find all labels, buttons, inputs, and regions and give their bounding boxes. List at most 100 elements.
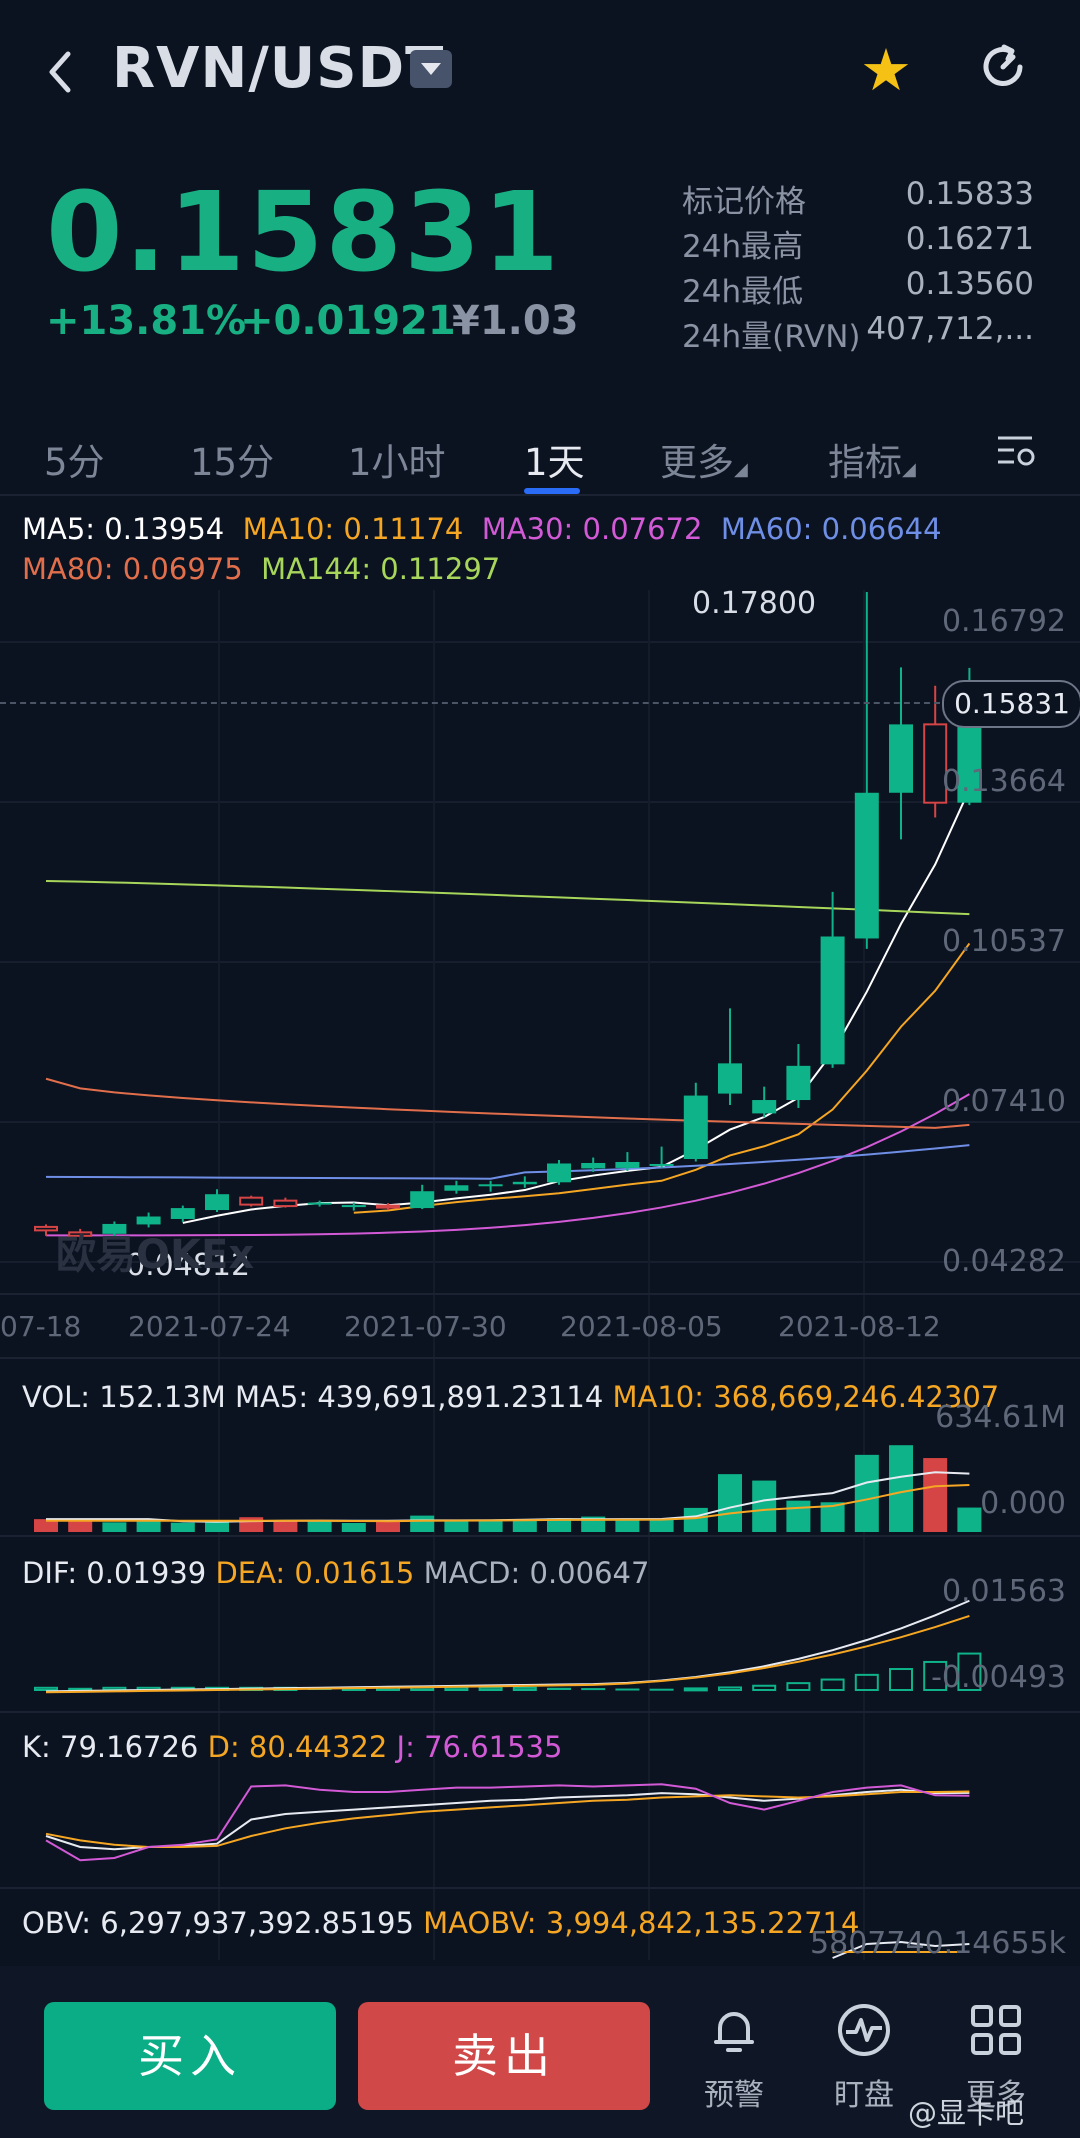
candle-body	[307, 1202, 332, 1205]
date-axis-label: 2021-08-05	[560, 1310, 723, 1343]
candle-body	[889, 724, 913, 793]
volume-axis-bottom: 0.000	[980, 1486, 1066, 1521]
current-price-line	[0, 702, 940, 704]
j-value: J: 76.61535	[396, 1730, 563, 1764]
tab-5m[interactable]: 5分	[44, 441, 105, 484]
caret-down-icon: ◢	[734, 459, 748, 480]
tab-more[interactable]: 更多◢	[660, 432, 748, 486]
last-price: 0.15831	[46, 168, 562, 296]
ma144-legend: MA144: 0.11297	[261, 552, 501, 586]
refresh-icon[interactable]	[976, 40, 1030, 94]
volume-bar	[512, 1520, 537, 1532]
price-axis-label: 0.10537	[941, 924, 1066, 959]
volume-bar	[615, 1520, 640, 1532]
tab-indicators-label: 指标	[828, 441, 902, 484]
dif-value: DIF: 0.01939	[22, 1556, 207, 1590]
dea-line	[45, 1614, 970, 1694]
volume-bar	[854, 1454, 879, 1532]
macd-bar	[581, 1688, 606, 1691]
obv-value: OBV: 6,297,937,392.85195	[22, 1906, 414, 1940]
volume-bar	[649, 1519, 674, 1532]
macd-bar	[68, 1687, 93, 1690]
macd-value: MACD: 0.00647	[423, 1556, 650, 1590]
ma10-line	[353, 942, 971, 1214]
volume-bar	[136, 1521, 161, 1532]
date-axis-label: 07-18	[0, 1310, 82, 1343]
candle-body	[170, 1208, 195, 1219]
dea-value: DEA: 0.01615	[215, 1556, 415, 1590]
price-axis-label: 0.07410	[941, 1084, 1066, 1119]
stat-value: 0.13560	[905, 266, 1034, 302]
star-icon[interactable]: ★	[860, 36, 912, 104]
stat-value: 0.15833	[905, 176, 1034, 212]
vol-ma10-line	[46, 1484, 970, 1523]
alert-label[interactable]: 预警	[704, 2078, 764, 2113]
tab-indicators[interactable]: 指标◢	[828, 432, 916, 486]
bell-icon[interactable]	[706, 2002, 762, 2058]
chart-area[interactable]	[0, 590, 1080, 1970]
low-label: 0.04812	[126, 1248, 251, 1283]
buy-button[interactable]: 买入	[44, 2002, 336, 2110]
dif-line	[45, 1599, 970, 1693]
candle-body	[752, 1100, 777, 1114]
macd-bar	[649, 1688, 674, 1691]
monitor-icon[interactable]	[836, 2002, 892, 2058]
macd-bar	[34, 1686, 58, 1691]
volume-bar	[683, 1507, 708, 1532]
candle-body	[649, 1163, 674, 1166]
volume-bar	[273, 1520, 298, 1532]
monitor-label[interactable]: 盯盘	[834, 2078, 894, 2113]
macd-bar	[512, 1686, 537, 1691]
volume-bar	[478, 1520, 503, 1532]
macd-bar	[786, 1682, 811, 1691]
macd-axis-top: 0.01563	[941, 1574, 1066, 1609]
macd-bar	[889, 1668, 913, 1692]
sell-button[interactable]: 卖出	[358, 2002, 650, 2110]
macd-bar	[820, 1678, 845, 1692]
candle-body	[615, 1161, 640, 1168]
candle-body	[923, 723, 948, 804]
price-axis-label: 0.13664	[941, 764, 1066, 799]
back-arrow-icon[interactable]	[40, 42, 80, 102]
candles	[34, 592, 982, 1243]
candle-body	[683, 1095, 708, 1160]
corner-watermark: @显卡吧	[908, 2096, 1025, 2130]
obv-line	[832, 1940, 970, 1959]
ma30-legend: MA30: 0.07672	[481, 512, 703, 546]
volume-bar	[410, 1515, 435, 1532]
volume-bar	[444, 1520, 469, 1532]
j-line	[45, 1783, 970, 1862]
ma5-legend: MA5: 0.13954	[22, 512, 225, 546]
candle-body	[854, 792, 879, 939]
chart-settings-icon[interactable]	[996, 434, 1036, 479]
more-label[interactable]: 更多	[966, 2078, 1026, 2113]
date-axis-label: 2021-08-12	[778, 1310, 941, 1343]
stat-label: 24h最低	[682, 274, 804, 310]
grid-more-icon[interactable]	[970, 2004, 1022, 2056]
pair-dropdown-icon[interactable]	[410, 50, 452, 88]
volume-bar	[68, 1520, 93, 1532]
vol-ma10: MA10: 368,669,246.42307	[612, 1380, 1000, 1414]
candle-body	[376, 1204, 400, 1209]
candle-body	[34, 1225, 58, 1232]
ma10-legend: MA10: 0.11174	[242, 512, 464, 546]
candle-body	[341, 1205, 366, 1208]
tab-1d[interactable]: 1天	[524, 441, 585, 484]
okex-watermark: 欧易OKEx	[56, 1232, 255, 1278]
volume-bar	[376, 1521, 400, 1532]
macd-bar	[547, 1687, 571, 1690]
volume-bar	[718, 1474, 742, 1532]
current-price-tag: 0.15831	[942, 680, 1080, 728]
tab-1h[interactable]: 1小时	[348, 441, 446, 484]
caret-down-icon: ◢	[902, 459, 916, 480]
high-label: 0.17800	[692, 586, 817, 621]
change-percent: +13.81%	[46, 298, 247, 344]
stat-value: 0.16271	[905, 221, 1034, 257]
volume-bar	[205, 1521, 229, 1532]
ma-legend-row2: MA80: 0.06975 MA144: 0.11297	[22, 552, 500, 586]
volume-bar	[34, 1519, 58, 1532]
pair-title[interactable]: RVN/USDT	[112, 36, 445, 101]
macd-bar	[444, 1686, 469, 1691]
candle-body	[444, 1185, 469, 1191]
tab-15m[interactable]: 15分	[190, 441, 275, 484]
